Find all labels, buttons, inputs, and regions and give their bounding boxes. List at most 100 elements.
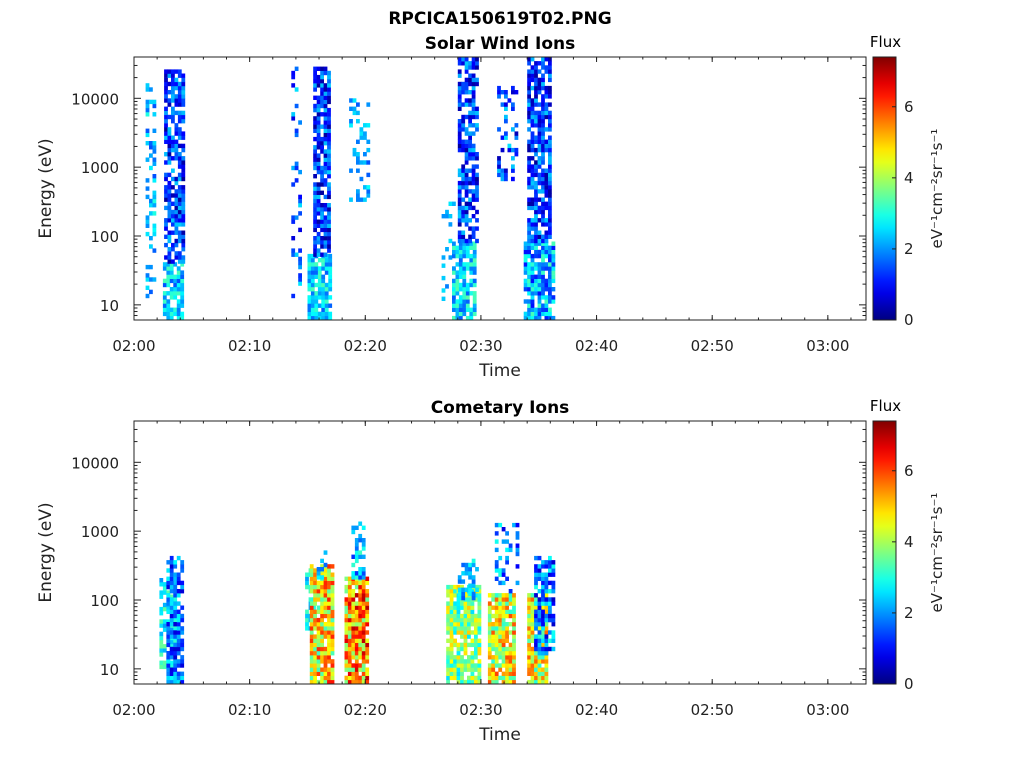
chart-bottom-heatmap-cell bbox=[515, 551, 520, 557]
chart-top-heatmap-cell bbox=[167, 139, 172, 144]
chart-top-heatmap-cell bbox=[551, 295, 556, 300]
chart-top-heatmap-cell bbox=[530, 274, 535, 279]
chart-top-heatmap-cell bbox=[356, 156, 360, 161]
chart-bottom-heatmap-cell bbox=[351, 601, 356, 606]
chart-bottom-heatmap-cell bbox=[456, 584, 461, 590]
chart-top-heatmap-cell bbox=[523, 262, 528, 267]
chart-top-heatmap-cell bbox=[452, 278, 456, 284]
chart-top-heatmap-cell bbox=[363, 131, 367, 136]
chart-top-heatmap-cell bbox=[452, 245, 456, 250]
chart-bottom-heatmap-cell bbox=[501, 651, 506, 656]
chart-top-heatmap-cell bbox=[327, 194, 331, 200]
chart-bottom-heatmap-cell bbox=[508, 667, 513, 672]
chart-top-heatmap-cell bbox=[152, 198, 157, 204]
chart-bottom-heatmap-cell bbox=[180, 613, 185, 619]
chart-bottom-heatmap-cell bbox=[162, 644, 167, 649]
chart-top-heatmap-cell bbox=[171, 193, 175, 198]
chart-bottom-heatmap-cell bbox=[320, 638, 324, 643]
chart-bottom-heatmap-cell bbox=[327, 675, 331, 681]
chart-top-heatmap-cell bbox=[471, 172, 476, 178]
chart-bottom-heatmap-cell bbox=[494, 568, 499, 573]
chart-top-heatmap-cell bbox=[461, 123, 466, 128]
chart-top-heatmap-cell bbox=[541, 185, 545, 190]
chart-top-heatmap-cell bbox=[534, 180, 538, 186]
chart-top-heatmap-cell bbox=[441, 275, 446, 281]
chart-bottom-heatmap-cell bbox=[176, 663, 181, 668]
chart-bottom-heatmap-cell bbox=[313, 659, 317, 664]
chart-top-heatmap-cell bbox=[320, 203, 324, 208]
chart-top-heatmap-cell bbox=[541, 131, 545, 136]
chart-top-heatmap-cell bbox=[176, 274, 181, 279]
chart-bottom-heatmap-cell bbox=[358, 655, 363, 660]
chart-bottom-heatmap-cell bbox=[347, 597, 352, 602]
chart-top-heatmap-cell bbox=[523, 282, 528, 288]
chart-top-heatmap-cell bbox=[356, 119, 360, 124]
chart-top-heatmap-cell bbox=[457, 193, 462, 198]
chart-bottom-heatmap-cell bbox=[351, 655, 356, 660]
chart-bottom-heatmap-cell bbox=[327, 659, 331, 664]
chart-top-heatmap-cell bbox=[149, 236, 153, 241]
chart-top-heatmap-cell bbox=[457, 102, 462, 107]
chart-top-heatmap-cell bbox=[316, 198, 321, 204]
chart-top-heatmap-cell bbox=[544, 315, 549, 321]
chart-bottom-ytick-label: 1000 bbox=[81, 523, 119, 541]
chart-top-heatmap-cell bbox=[530, 282, 535, 288]
chart-bottom-heatmap-cell bbox=[327, 667, 331, 672]
chart-bottom-heatmap-cell bbox=[477, 605, 482, 610]
chart-bottom-heatmap-cell bbox=[456, 622, 461, 627]
chart-bottom-heatmap-cell bbox=[344, 589, 349, 594]
chart-bottom-heatmap-cell bbox=[475, 567, 479, 572]
chart-top-heatmap-cell bbox=[145, 277, 150, 282]
chart-bottom-xtick-label: 02:40 bbox=[575, 701, 618, 719]
chart-top-heatmap-cell bbox=[475, 152, 479, 157]
chart-top-heatmap-cell bbox=[475, 193, 479, 198]
chart-bottom-heatmap-cell bbox=[544, 589, 549, 594]
chart-top-heatmap-cell bbox=[174, 152, 179, 157]
chart-top-heatmap-cell bbox=[349, 119, 353, 124]
chart-top-heatmap-cell bbox=[298, 203, 302, 208]
chart-bottom-heatmap-cell bbox=[530, 675, 535, 681]
chart-bottom-heatmap-cell bbox=[548, 601, 552, 606]
chart-bottom-heatmap-cell bbox=[453, 593, 457, 598]
chart-top-heatmap-cell bbox=[514, 135, 519, 140]
chart-top-heatmap-cell bbox=[465, 295, 470, 300]
chart-bottom-heatmap-cell bbox=[463, 642, 468, 648]
chart-top-heatmap-cell bbox=[534, 73, 538, 78]
chart-top-heatmap-cell bbox=[366, 185, 371, 190]
chart-top-heatmap-cell bbox=[327, 203, 331, 208]
chart-top-heatmap-cell bbox=[177, 131, 182, 136]
chart-top-heatmap-cell bbox=[462, 241, 467, 246]
chart-bottom-heatmap-cell bbox=[354, 605, 359, 610]
chart-bottom-heatmap-cell bbox=[467, 679, 471, 685]
chart-bottom-heatmap-cell bbox=[544, 659, 549, 664]
chart-top-heatmap-cell bbox=[523, 278, 528, 284]
chart-top-heatmap-cell bbox=[500, 168, 505, 173]
chart-bottom-heatmap-cell bbox=[176, 634, 181, 639]
chart-bottom-heatmap-cell bbox=[534, 667, 538, 672]
chart-top-heatmap-cell bbox=[169, 266, 174, 271]
chart-top-heatmap-cell bbox=[441, 214, 446, 219]
chart-bottom-heatmap-cell bbox=[467, 634, 471, 639]
chart-top-heatmap-cell bbox=[174, 156, 179, 161]
chart-bottom-heatmap-cell bbox=[498, 667, 503, 672]
chart-top-colorbar-title: Flux bbox=[870, 33, 901, 51]
chart-top-heatmap-cell bbox=[537, 123, 542, 128]
chart-top-heatmap-cell bbox=[530, 57, 535, 62]
chart-bottom-heatmap-cell bbox=[544, 634, 549, 639]
chart-top-heatmap-cell bbox=[181, 147, 186, 153]
chart-top-heatmap-cell bbox=[530, 123, 535, 128]
chart-top-heatmap-cell bbox=[349, 197, 353, 202]
chart-bottom-heatmap-cell bbox=[460, 679, 464, 685]
chart-top-heatmap-cell bbox=[313, 107, 317, 113]
chart-bottom-heatmap-cell bbox=[494, 638, 499, 643]
chart-bottom-heatmap-cell bbox=[361, 667, 366, 672]
chart-top-heatmap-cell bbox=[167, 152, 172, 157]
chart-bottom-heatmap-cell bbox=[347, 593, 352, 598]
chart-bottom-heatmap-cell bbox=[327, 584, 331, 590]
chart-top-heatmap-cell bbox=[530, 197, 535, 202]
chart-top-heatmap-cell bbox=[523, 258, 528, 263]
chart-top-heatmap-cell bbox=[548, 180, 552, 186]
chart-top-heatmap-cell bbox=[174, 102, 179, 107]
chart-top-heatmap-cell bbox=[471, 156, 476, 161]
chart-top-heatmap-cell bbox=[316, 141, 321, 146]
